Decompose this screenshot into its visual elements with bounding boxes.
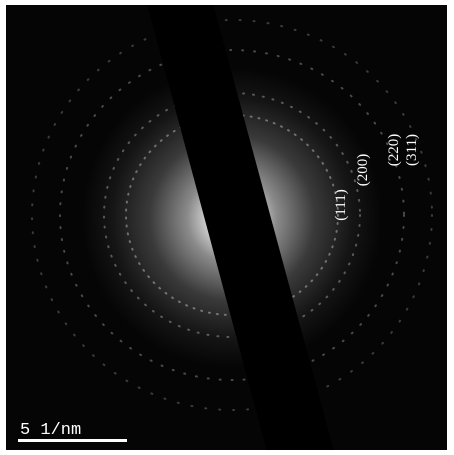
ring-label: (200) — [355, 154, 371, 187]
scale-bar-label: 5 1/nm — [20, 421, 81, 440]
ring-label: (311) — [404, 134, 420, 166]
diffraction-image: (111) (200) (220) (311) 5 1/nm — [0, 0, 454, 455]
ring-label: (220) — [386, 134, 402, 167]
pattern — [2, 0, 454, 455]
ring-label: (111) — [333, 189, 349, 220]
page: (111) (200) (220) (311) 5 1/nm (() => { … — [0, 0, 454, 455]
scale-bar — [18, 439, 127, 442]
